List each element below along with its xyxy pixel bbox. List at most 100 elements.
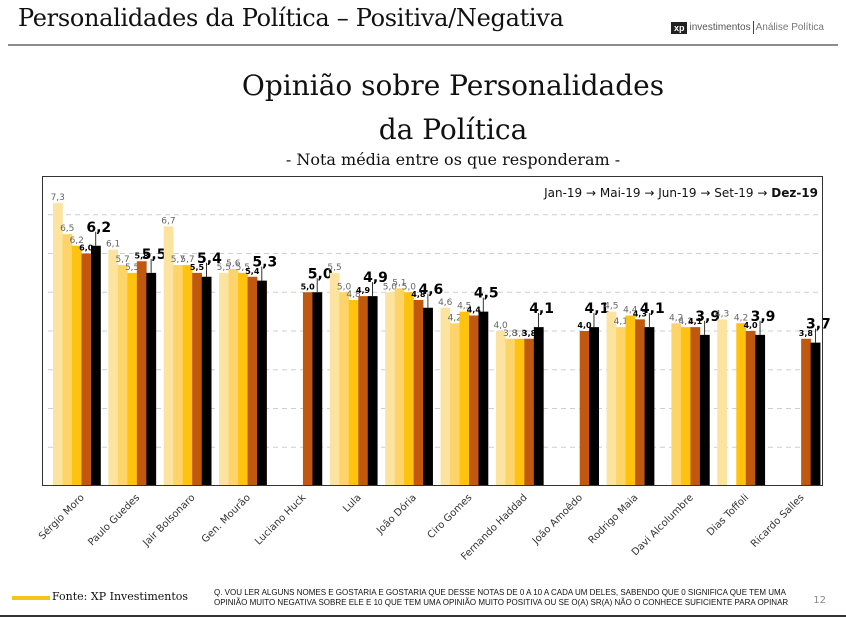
chart-legend: Jan-19 → Mai-19 → Jun-19 → Set-19 → Dez-… — [544, 186, 818, 200]
data-label: 4,0 — [743, 321, 758, 330]
bar-dez-19 — [589, 327, 600, 486]
data-label: 5,0 — [383, 282, 398, 292]
data-label: 6,2 — [70, 236, 84, 246]
bar-dez-19 — [810, 342, 821, 486]
data-label-dez: 4,5 — [474, 286, 499, 302]
data-label: 5,0 — [337, 282, 352, 292]
bar-dez-19 — [201, 276, 212, 486]
bar-jan-19 — [329, 272, 340, 486]
data-label: 4,0 — [493, 321, 508, 331]
bar-dez-19 — [257, 280, 267, 486]
data-label: 7,3 — [51, 193, 65, 203]
bar-set-19 — [524, 338, 535, 486]
bar-mai-19 — [117, 265, 128, 486]
data-label: 5,5 — [190, 263, 205, 272]
category-label: João Amoêdo — [529, 492, 585, 548]
bar-set-19 — [413, 300, 424, 486]
data-label-dez: 5,0 — [308, 266, 333, 282]
data-label: 5,1 — [392, 278, 406, 288]
bar-mai-19 — [671, 323, 682, 486]
category-label: Dias Toffoli — [705, 492, 751, 538]
category-label: Luciano Huck — [253, 492, 308, 547]
category-label: Gen. Mourão — [200, 492, 253, 545]
bar-set-19 — [690, 327, 701, 486]
footer-source: Fonte: XP Investimentos — [52, 590, 189, 603]
bar-mai-19 — [450, 323, 460, 486]
plot-area-frame — [42, 176, 823, 486]
category-label: João Dória — [374, 492, 419, 537]
data-label-dez: 4,1 — [640, 301, 665, 317]
data-label: 4,2 — [448, 313, 462, 323]
bar-set-19 — [579, 331, 590, 486]
data-label: 3,8 — [799, 329, 814, 338]
data-label: 4,3 — [633, 309, 647, 318]
data-label: 6,0 — [79, 244, 94, 253]
data-label: 4,4 — [623, 306, 638, 316]
bar-dez-19 — [423, 307, 433, 486]
category-label: Jair Bolsonaro — [141, 492, 198, 549]
footer-question-line2: OPINIÃO MUITO NEGATIVA SOBRE ELE E 10 QU… — [214, 598, 789, 607]
data-label: 4,4 — [467, 306, 482, 315]
bar-jan-19 — [440, 307, 451, 486]
bar-set-19 — [247, 276, 258, 486]
data-label: 4,5 — [604, 302, 618, 312]
bar-dez-19 — [644, 327, 655, 486]
data-label: 5,6 — [226, 259, 241, 269]
data-label-dez: 6,2 — [86, 220, 111, 236]
brand-subtitle: Análise Política — [755, 22, 824, 33]
bar-dez-19 — [755, 334, 766, 486]
bar-dez-19 — [478, 311, 489, 486]
brand-divider — [752, 21, 754, 34]
data-label: 3,8 — [512, 329, 527, 339]
data-label: 4,1 — [679, 317, 693, 327]
data-label: 5,7 — [115, 255, 129, 265]
page-title: Personalidades da Política – Positiva/Ne… — [18, 4, 564, 32]
data-label: 5,7 — [180, 255, 194, 265]
brand-name: investimentos — [689, 22, 751, 33]
data-label-dez: 4,1 — [529, 301, 554, 317]
bar-set-19 — [469, 315, 479, 486]
bottom-divider — [0, 615, 846, 617]
data-label: 5,7 — [171, 255, 185, 265]
bar-jun-19 — [680, 327, 691, 486]
bar-jan-19 — [53, 203, 63, 486]
category-label: Sérgio Moro — [36, 492, 87, 543]
category-label: Davi Alcolumbre — [630, 492, 696, 558]
bar-set-19 — [302, 292, 313, 486]
bar-jun-19 — [238, 272, 248, 486]
data-label-dez: 5,4 — [197, 251, 222, 267]
bar-mai-19 — [62, 234, 73, 486]
bar-mai-19 — [173, 265, 184, 486]
data-label: 6,7 — [161, 216, 175, 226]
category-label: Ricardo Salles — [749, 492, 807, 550]
bar-set-19 — [801, 338, 811, 486]
data-label: 4,8 — [411, 290, 426, 299]
legend-sequence: Jan-19 → Mai-19 → Jun-19 → Set-19 → — [544, 186, 772, 200]
chart-title-line2: da Política — [378, 113, 528, 146]
bar-mai-19 — [616, 327, 626, 486]
bar-jun-19 — [404, 292, 414, 486]
data-label: 4,2 — [734, 313, 748, 323]
data-label-dez: 4,6 — [418, 282, 443, 298]
bar-jan-19 — [108, 249, 119, 486]
bar-jun-19 — [127, 272, 138, 486]
bar-set-19 — [136, 261, 147, 486]
data-label: 4,1 — [614, 317, 628, 327]
data-label-dez: 3,9 — [695, 309, 720, 325]
bar-dez-19 — [367, 296, 378, 486]
bar-jun-19 — [348, 300, 359, 486]
category-label: Ciro Gomes — [426, 492, 475, 541]
bar-set-19 — [192, 272, 203, 486]
category-label: Lula — [341, 492, 363, 514]
xp-logo-icon: xp — [670, 21, 688, 34]
bar-jan-19 — [385, 292, 395, 486]
data-label: 4,1 — [688, 317, 703, 326]
bar-mai-19 — [339, 292, 350, 486]
data-label: 4,3 — [715, 309, 729, 319]
category-label: Paulo Guedes — [86, 492, 142, 548]
data-label: 5,5 — [236, 263, 250, 273]
bar-dez-19 — [699, 334, 710, 486]
bar-jan-19 — [717, 319, 728, 486]
data-label: 5,0 — [301, 282, 316, 291]
data-label: 6,1 — [106, 240, 120, 250]
